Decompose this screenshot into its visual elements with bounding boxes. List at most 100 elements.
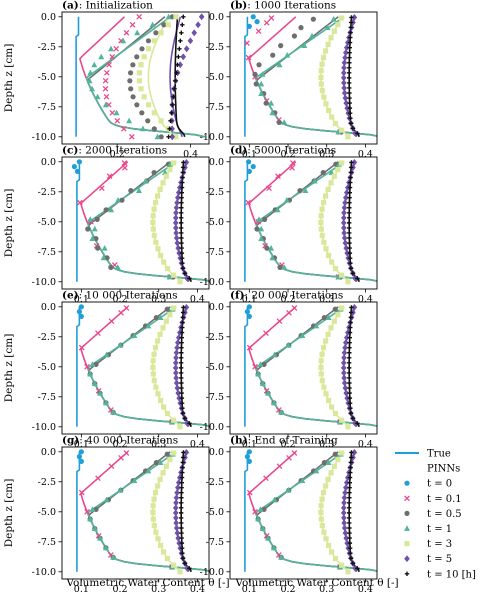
data-point-t3: [335, 457, 341, 463]
data-point-t5: [343, 484, 349, 492]
data-point-t1: [258, 90, 265, 96]
panel-title: (h): End of Training: [230, 435, 338, 447]
data-point-t01: [245, 199, 252, 206]
data-point-t1: [91, 525, 98, 531]
data-point-t05: [145, 118, 151, 124]
data-point-t1: [258, 235, 265, 241]
data-point-t3: [319, 351, 325, 357]
data-point-t5: [343, 389, 349, 397]
panel-tag: (g): [62, 435, 79, 447]
data-point-t3: [331, 318, 337, 324]
data-point-t10: [347, 535, 352, 541]
y-tick-label: -10.0: [200, 422, 224, 433]
y-tick-label: -7.5: [206, 537, 224, 548]
data-point-t10: [348, 470, 353, 475]
data-point-t0: [78, 304, 84, 310]
data-point-t3: [164, 411, 171, 417]
data-point-t1: [126, 117, 133, 124]
data-point-t3: [318, 364, 324, 370]
data-point-t05: [119, 197, 125, 203]
data-point-t1: [268, 100, 275, 106]
data-point-t5: [341, 369, 347, 377]
data-point-t10: [178, 220, 184, 226]
x-tick-label: 0.4: [358, 584, 373, 594]
x-tick-label: 0.1: [74, 439, 89, 450]
data-point-t3: [332, 556, 339, 562]
data-point-t3: [170, 450, 177, 456]
data-point-t10: [347, 395, 353, 401]
data-point-t05: [134, 102, 140, 108]
data-point-t3: [339, 127, 345, 133]
data-point-t3: [151, 523, 157, 529]
data-point-t01: [95, 330, 101, 337]
data-point-t3: [155, 391, 161, 397]
data-point-t1: [97, 390, 104, 396]
legend-marker-circle: [404, 480, 410, 486]
data-point-t3: [322, 483, 329, 489]
data-point-t3: [325, 186, 331, 192]
data-point-t1: [255, 515, 262, 522]
data-point-t5: [351, 449, 358, 456]
data-point-t10: [180, 460, 186, 465]
data-point-t10: [347, 480, 352, 485]
data-point-t1: [268, 245, 275, 251]
data-point-t10: [179, 535, 184, 541]
data-point-t5: [176, 184, 183, 191]
x-axis-label-right: Volumetric Water Content θ [-]: [234, 577, 398, 589]
data-point-t1: [265, 390, 272, 396]
true-line-t0: [76, 161, 81, 282]
data-point-t01: [128, 133, 135, 140]
data-point-t5: [343, 534, 349, 542]
data-point-t5: [342, 384, 349, 392]
data-point-t10: [180, 470, 185, 475]
data-point-t3: [160, 180, 166, 186]
data-point-t5: [343, 44, 350, 52]
data-point-t3: [323, 246, 329, 252]
data-point-t1: [131, 477, 138, 483]
data-point-t5: [341, 204, 348, 212]
data-point-t10: [347, 65, 352, 70]
data-point-t5: [173, 494, 180, 502]
data-point-t3: [345, 279, 351, 285]
panel-subtitle: : 1000 Iterations: [247, 0, 336, 12]
y-tick-label: -2.5: [38, 187, 56, 198]
data-point-t3: [335, 22, 341, 28]
panel-subtitle: : 20 000 Iterations: [244, 290, 343, 302]
data-point-t3: [138, 86, 144, 92]
data-point-t5: [341, 224, 347, 232]
x-tick-label: 0.2: [280, 149, 295, 160]
data-point-t10: [178, 360, 184, 366]
data-point-t05: [276, 119, 282, 125]
y-tick-label: -7.5: [206, 247, 224, 258]
data-point-t10: [347, 190, 352, 195]
data-point-t01: [98, 185, 105, 192]
data-point-t3: [150, 364, 156, 370]
data-point-t5: [341, 79, 347, 87]
data-point-t05: [321, 315, 327, 321]
data-point-t10: [179, 545, 185, 551]
data-point-t5: [175, 189, 182, 197]
data-point-t10: [179, 375, 184, 381]
data-point-t3: [319, 496, 325, 502]
data-point-t3: [318, 219, 324, 225]
y-tick-label: -10.0: [32, 567, 56, 578]
data-point-t5: [340, 359, 347, 367]
data-point-t01: [121, 160, 128, 166]
data-point-t5: [183, 45, 190, 53]
data-point-t5: [175, 244, 181, 252]
data-point-t1: [330, 16, 337, 22]
data-point-t01: [263, 330, 269, 337]
data-point-t01: [109, 109, 116, 116]
data-point-t3: [321, 94, 327, 100]
data-point-t10: [179, 540, 185, 546]
data-point-t5: [169, 125, 175, 133]
data-point-t3: [146, 46, 152, 52]
legend-label: t = 0: [427, 479, 452, 490]
data-point-t10: [180, 325, 185, 330]
data-point-t3: [151, 351, 157, 357]
data-point-t3: [171, 272, 177, 278]
y-tick-label: -2.5: [38, 332, 56, 343]
data-point-t5: [344, 249, 350, 257]
data-point-t10: [348, 170, 354, 175]
